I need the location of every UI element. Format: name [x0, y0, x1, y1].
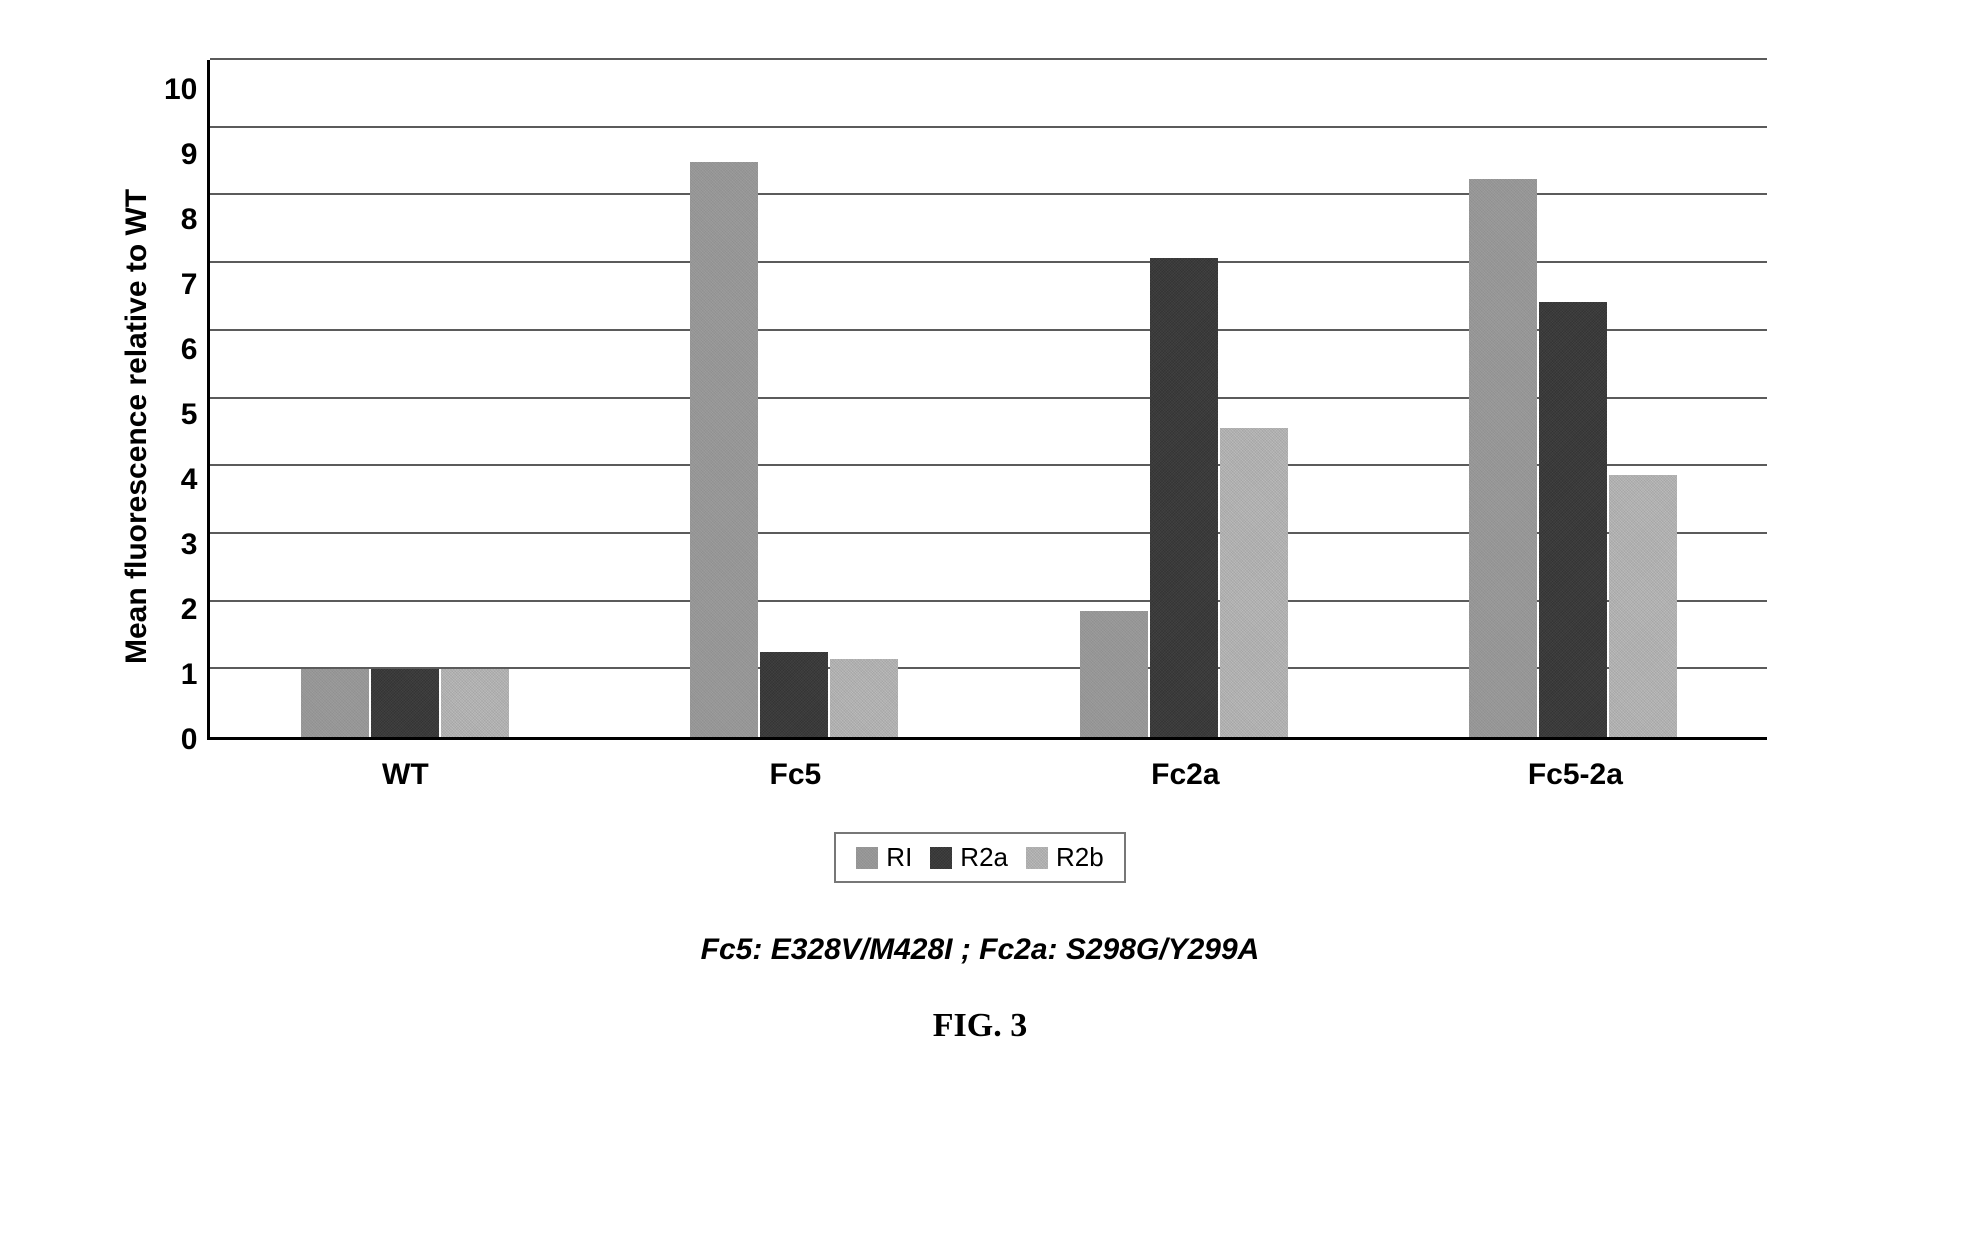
y-tick: 4	[181, 465, 208, 495]
legend-swatch	[856, 847, 878, 869]
chart-container: Mean fluorescence relative to WT 1098765…	[120, 60, 1840, 1045]
x-tick-label: Fc2a	[990, 740, 1380, 792]
x-tick-label: Fc5-2a	[1380, 740, 1770, 792]
y-tick: 8	[181, 205, 208, 235]
legend: RI R2a R2b	[834, 832, 1125, 883]
bar-group	[210, 60, 599, 737]
bar	[301, 669, 369, 737]
bar	[441, 669, 509, 737]
page: Mean fluorescence relative to WT 1098765…	[0, 0, 1965, 1253]
legend-swatch	[1026, 847, 1048, 869]
legend-label: RI	[886, 842, 912, 873]
bar	[371, 669, 439, 737]
y-tick: 3	[181, 530, 208, 560]
y-tick: 1	[181, 660, 208, 690]
bar	[1609, 475, 1677, 737]
bar-group	[989, 60, 1378, 737]
y-tick: 9	[181, 140, 208, 170]
legend-label: R2a	[960, 842, 1008, 873]
bar	[1220, 428, 1288, 737]
bar	[690, 162, 758, 737]
legend-swatch	[930, 847, 952, 869]
legend-item: RI	[856, 842, 912, 873]
legend-label: R2b	[1056, 842, 1104, 873]
bar	[830, 659, 898, 737]
bar	[760, 652, 828, 737]
bar	[1469, 179, 1537, 737]
mutation-note: Fc5: E328V/M428I ; Fc2a: S298G/Y299A	[120, 933, 1840, 967]
y-tick: 2	[181, 595, 208, 625]
y-tick: 10	[164, 75, 207, 105]
y-axis-ticks: 109876543210	[164, 60, 207, 740]
figure-caption: FIG. 3	[120, 1007, 1840, 1045]
y-tick: 7	[181, 270, 208, 300]
bar	[1150, 258, 1218, 737]
chart-row: Mean fluorescence relative to WT 1098765…	[120, 60, 1840, 792]
legend-item: R2a	[930, 842, 1008, 873]
y-tick: 0	[181, 725, 208, 755]
plot-outer: WTFc5Fc2aFc5-2a	[207, 60, 1770, 792]
bar-groups	[210, 60, 1767, 737]
x-tick-label: Fc5	[600, 740, 990, 792]
bar	[1539, 302, 1607, 737]
legend-item: R2b	[1026, 842, 1104, 873]
x-axis-labels: WTFc5Fc2aFc5-2a	[210, 740, 1770, 792]
plot-area	[207, 60, 1767, 740]
bar-group	[600, 60, 989, 737]
x-tick-label: WT	[210, 740, 600, 792]
legend-wrap: RI R2a R2b	[120, 792, 1840, 883]
y-axis-label: Mean fluorescence relative to WT	[120, 86, 154, 766]
bar	[1080, 611, 1148, 737]
bar-group	[1378, 60, 1767, 737]
y-tick: 6	[181, 335, 208, 365]
y-tick: 5	[181, 400, 208, 430]
